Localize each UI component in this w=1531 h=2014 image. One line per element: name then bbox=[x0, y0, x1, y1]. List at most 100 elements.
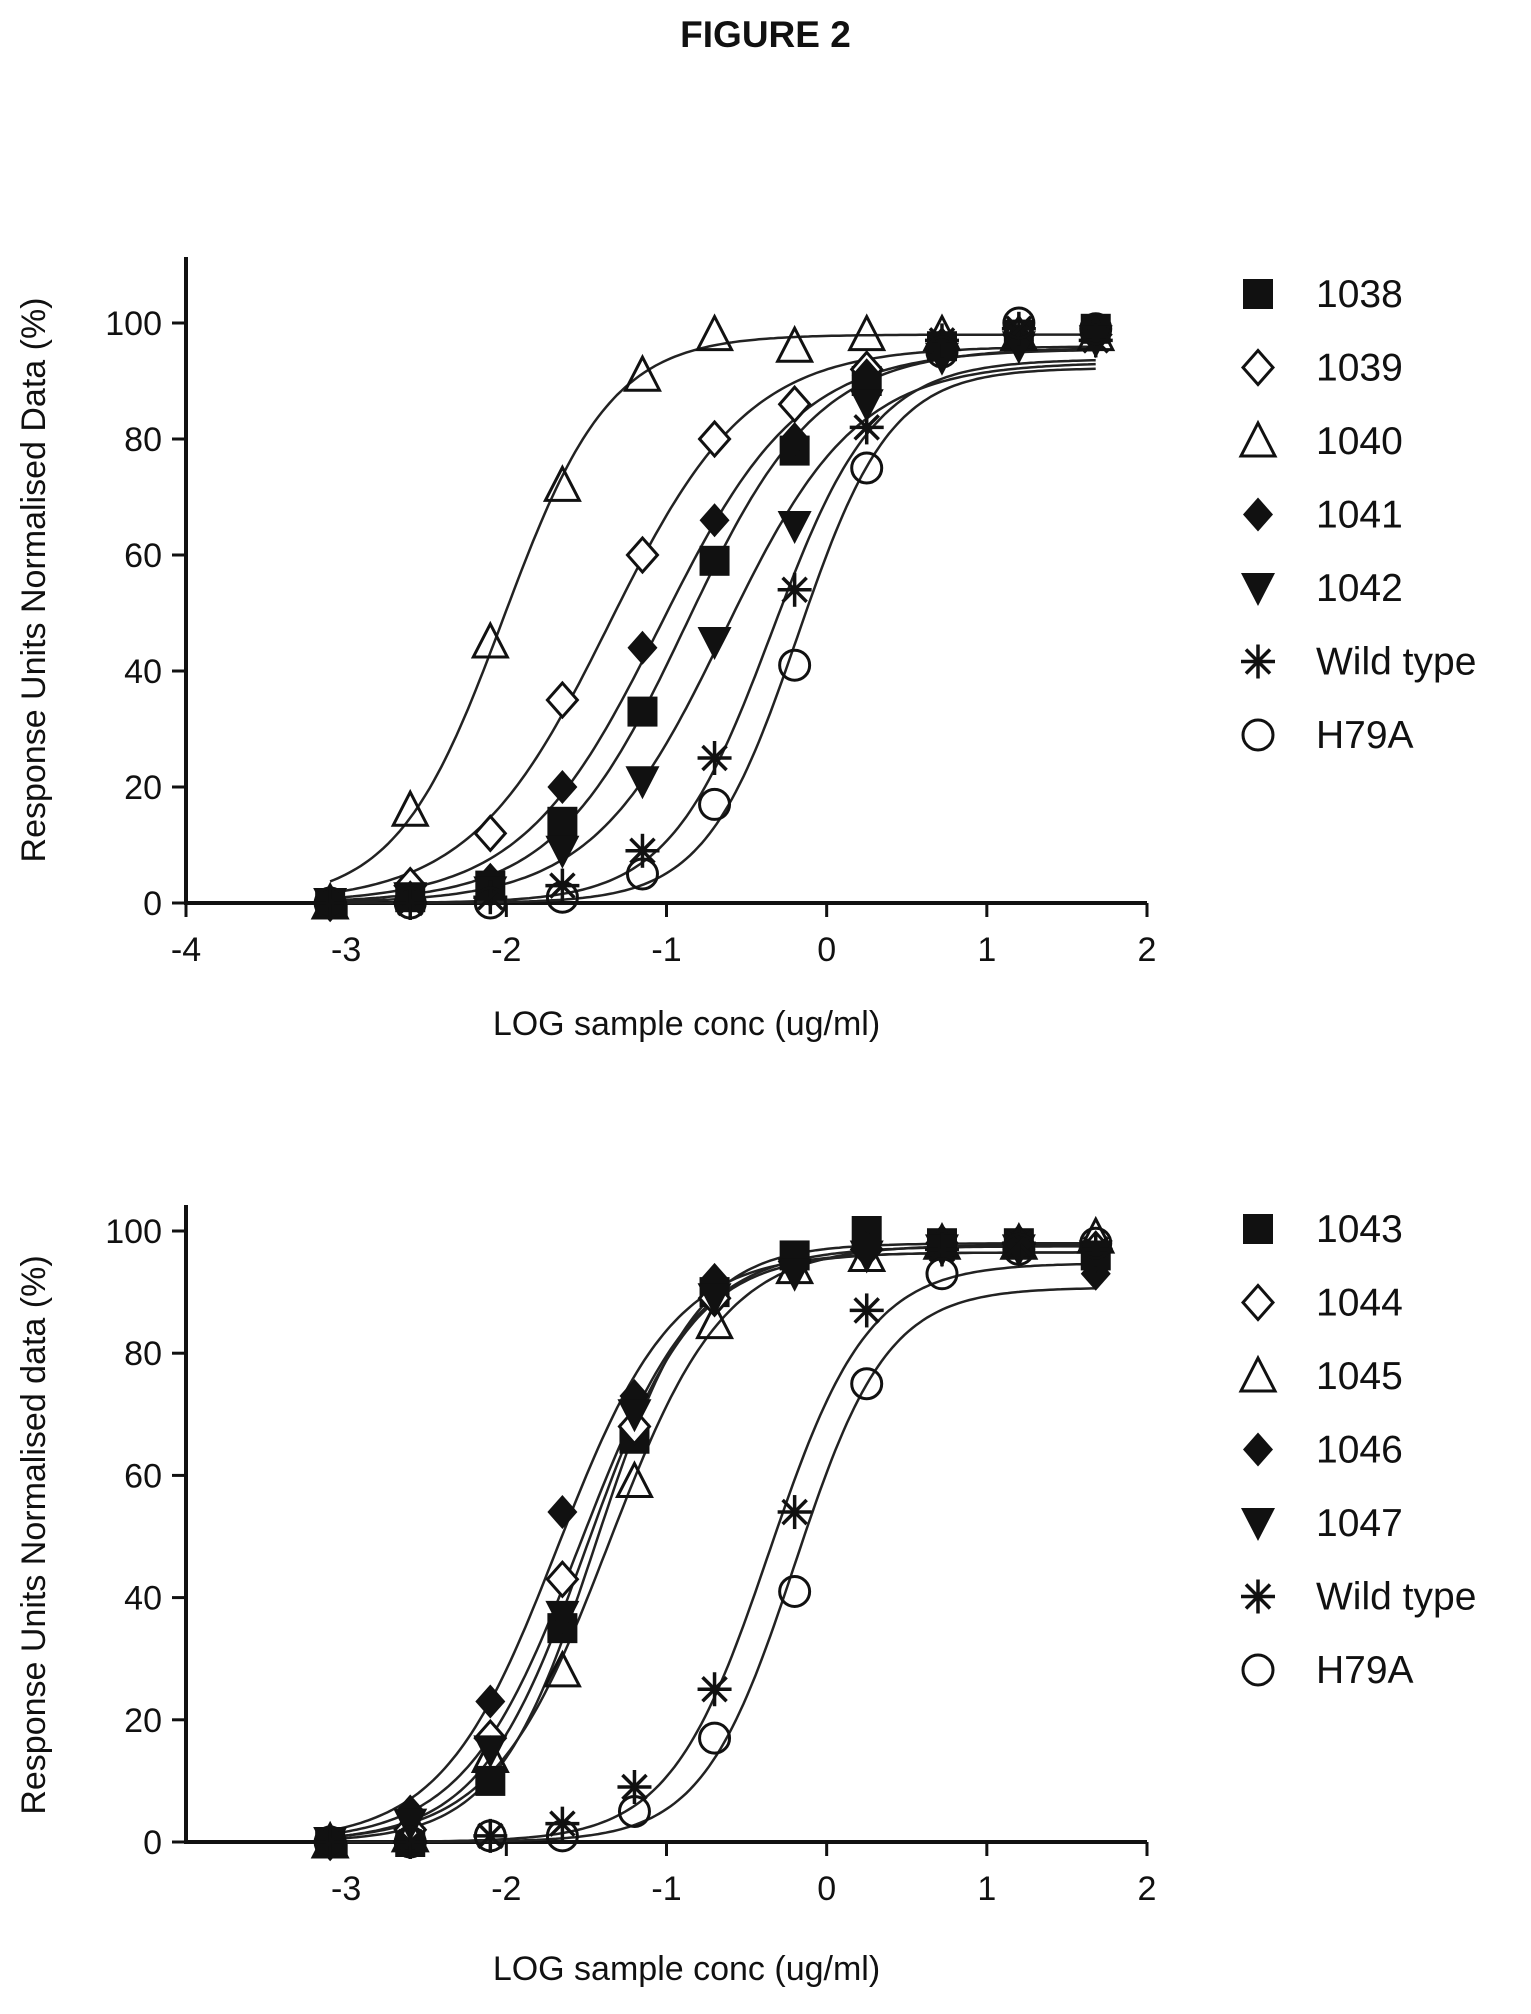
point-1045 bbox=[470, 1735, 510, 1773]
curve-h79a bbox=[330, 367, 1096, 905]
y-tick-label: 20 bbox=[124, 1702, 162, 1740]
y-axis-label: Response Units Normalised data (%) bbox=[15, 1255, 53, 1814]
x-tick-label: -3 bbox=[331, 931, 361, 969]
point-1045 bbox=[695, 1301, 735, 1340]
point-1046 bbox=[1080, 1256, 1111, 1291]
series-1042 bbox=[313, 325, 1113, 921]
legend-item-wild-type: Wild type bbox=[1241, 641, 1476, 684]
y-tick-label: 0 bbox=[143, 885, 162, 923]
legend-item-1047: 1047 bbox=[1241, 1502, 1403, 1545]
legend-label: 1043 bbox=[1316, 1208, 1403, 1251]
point-1040 bbox=[470, 620, 510, 659]
point-1040 bbox=[623, 353, 662, 392]
legend-marker bbox=[1238, 419, 1278, 458]
point-h79a bbox=[1079, 312, 1113, 346]
series-1046 bbox=[315, 1226, 1111, 1859]
point-wild-type bbox=[1001, 311, 1036, 346]
curve-1045 bbox=[329, 1243, 1096, 1839]
point-h79a bbox=[545, 880, 579, 914]
point-wild-type bbox=[625, 833, 660, 868]
y-tick-label: 80 bbox=[124, 1335, 162, 1373]
curve-1047 bbox=[330, 1251, 1096, 1839]
point-h79a bbox=[393, 886, 427, 920]
legend-item-1042: 1042 bbox=[1241, 567, 1403, 610]
legend-item-h79a: H79A bbox=[1241, 1649, 1414, 1692]
point-wild-type bbox=[473, 880, 508, 915]
point-h79a bbox=[925, 1257, 959, 1291]
series-wild-type bbox=[313, 1226, 1113, 1859]
curve-1040 bbox=[329, 333, 1096, 883]
y-tick-label: 100 bbox=[105, 1213, 162, 1251]
point-h79a bbox=[393, 1825, 427, 1859]
legend-label: Wild type bbox=[1316, 641, 1476, 684]
legend-marker bbox=[1240, 1283, 1276, 1322]
legend-label: 1041 bbox=[1316, 494, 1403, 537]
point-h79a bbox=[1002, 1232, 1036, 1266]
curve-wild-type bbox=[330, 1262, 1096, 1844]
point-wild-type bbox=[393, 1825, 428, 1859]
y-axis-label: Response Units Normalised Data (%) bbox=[15, 298, 53, 863]
point-h79a bbox=[850, 451, 884, 485]
legend-marker bbox=[1241, 573, 1275, 606]
series-1044 bbox=[313, 1223, 1113, 1862]
point-wild-type bbox=[393, 886, 428, 920]
x-tick-label: -2 bbox=[491, 1870, 521, 1908]
point-1047 bbox=[849, 1240, 884, 1274]
point-wild-type bbox=[473, 1818, 508, 1853]
point-h79a bbox=[778, 1574, 812, 1608]
y-tick-label: 100 bbox=[105, 305, 162, 343]
legend-label: 1039 bbox=[1316, 347, 1403, 390]
legend-label: 1044 bbox=[1316, 1282, 1403, 1325]
point-1047 bbox=[545, 1600, 580, 1634]
point-1041 bbox=[779, 422, 810, 456]
legend-label: 1042 bbox=[1316, 567, 1403, 610]
legend-marker bbox=[1241, 644, 1275, 679]
point-wild-type bbox=[697, 1672, 732, 1707]
legend-marker bbox=[1238, 1354, 1278, 1393]
point-1040 bbox=[695, 313, 735, 352]
point-wild-type bbox=[777, 1495, 812, 1530]
legend-marker bbox=[1241, 1579, 1275, 1614]
point-1044 bbox=[545, 1560, 580, 1599]
legend-label: Wild type bbox=[1316, 1576, 1476, 1619]
point-wild-type bbox=[545, 868, 580, 903]
y-tick-label: 0 bbox=[143, 1824, 162, 1862]
point-1038 bbox=[627, 696, 658, 727]
legend-item-1045: 1045 bbox=[1238, 1354, 1403, 1398]
point-1041 bbox=[851, 358, 882, 393]
point-1046 bbox=[547, 1495, 578, 1530]
legend-marker bbox=[1241, 718, 1275, 752]
point-1047 bbox=[617, 1399, 652, 1433]
point-1042 bbox=[545, 835, 580, 869]
point-1039 bbox=[697, 419, 732, 459]
legend-label: 1045 bbox=[1316, 1355, 1403, 1398]
point-1040 bbox=[542, 464, 582, 502]
point-wild-type bbox=[924, 323, 959, 358]
legend-marker bbox=[1241, 1653, 1275, 1687]
data-points bbox=[310, 306, 1116, 923]
legend-marker bbox=[1240, 348, 1276, 387]
point-wild-type bbox=[545, 1806, 580, 1841]
y-tick-label: 60 bbox=[124, 537, 162, 575]
curve-1044 bbox=[329, 1245, 1096, 1836]
x-tick-label: -2 bbox=[491, 931, 521, 969]
point-1040 bbox=[390, 788, 430, 827]
legend: 1038 1039 1040 1041 1042 Wild type H79A bbox=[1238, 273, 1476, 757]
curve-h79a bbox=[330, 1287, 1096, 1844]
point-1042 bbox=[849, 389, 884, 423]
point-h79a bbox=[473, 886, 507, 920]
point-wild-type bbox=[313, 1825, 348, 1859]
point-1042 bbox=[777, 511, 812, 544]
legend-item-1038: 1038 bbox=[1243, 273, 1403, 316]
point-1041 bbox=[547, 770, 578, 804]
series-h79a bbox=[313, 1226, 1113, 1859]
x-tick-label: 1 bbox=[977, 931, 996, 969]
point-wild-type bbox=[849, 410, 884, 445]
axes: 0 20 40 60 80 100 -4 -3 -2 -1 0 1 2 bbox=[105, 257, 1156, 969]
point-wild-type bbox=[924, 1232, 959, 1267]
point-h79a bbox=[617, 1794, 651, 1828]
point-1047 bbox=[473, 1735, 508, 1769]
legend-marker bbox=[1241, 1508, 1275, 1541]
fit-curves bbox=[329, 333, 1096, 905]
legend-label: H79A bbox=[1316, 714, 1414, 757]
